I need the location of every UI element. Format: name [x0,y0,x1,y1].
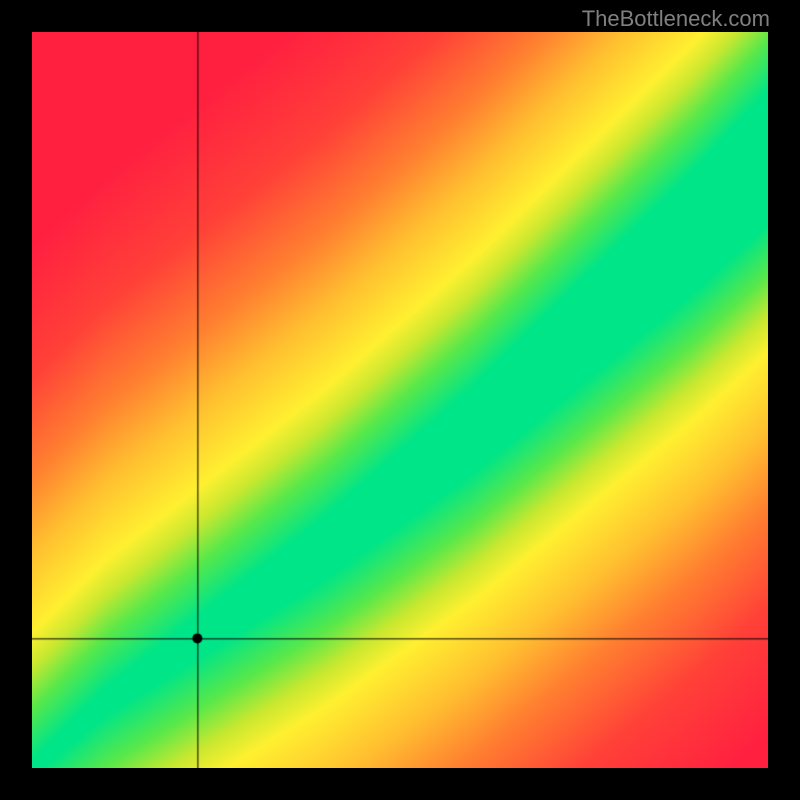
bottleneck-heatmap [32,32,768,768]
watermark-text: TheBottleneck.com [582,6,770,32]
chart-container: TheBottleneck.com [0,0,800,800]
